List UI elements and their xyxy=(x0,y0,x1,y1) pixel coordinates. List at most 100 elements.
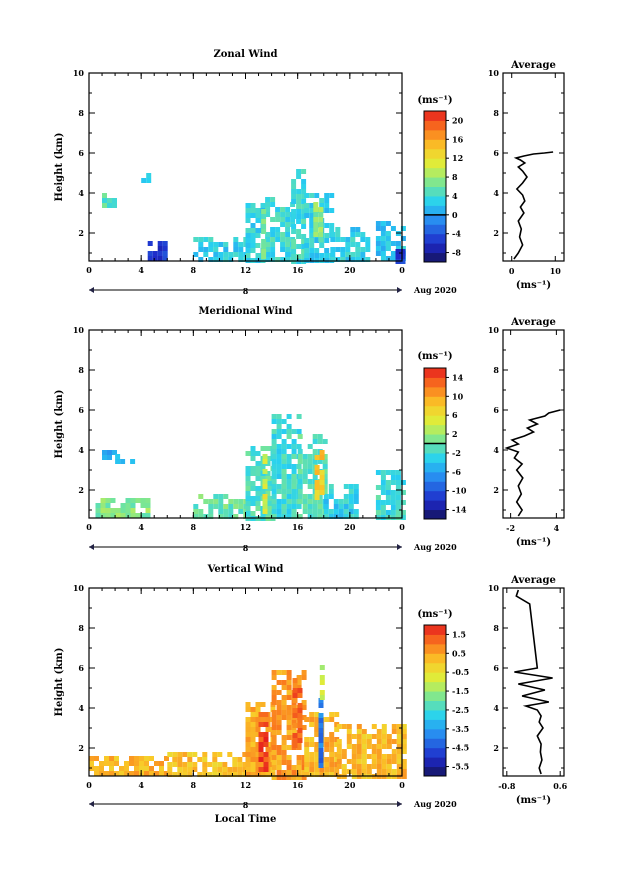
colorbar-segment xyxy=(424,129,446,140)
field-cell xyxy=(286,765,292,770)
field-cell xyxy=(250,737,256,742)
field-cell xyxy=(245,208,251,213)
field-cell xyxy=(255,491,261,496)
field-cell xyxy=(309,193,315,198)
field-cell xyxy=(281,680,287,685)
field-cell xyxy=(356,729,362,734)
field-cell xyxy=(187,752,193,757)
field-cell xyxy=(314,470,320,475)
colorbar-segment xyxy=(424,368,446,378)
field-cell xyxy=(276,730,282,735)
field-cell xyxy=(395,485,401,490)
average-y-tick-label: 10 xyxy=(488,583,500,593)
average-y-tick-label: 8 xyxy=(493,108,499,118)
field-cell xyxy=(95,503,101,508)
colorbar-segment xyxy=(424,462,446,473)
field-cell xyxy=(258,767,264,772)
field-cell xyxy=(366,739,372,744)
field-cell xyxy=(232,772,238,777)
field-cell xyxy=(381,754,387,759)
field-cell xyxy=(396,764,402,769)
field-cell xyxy=(353,499,359,504)
field-cell xyxy=(360,237,366,242)
field-cell xyxy=(301,770,307,775)
field-cell xyxy=(318,763,324,768)
field-cell xyxy=(217,762,223,767)
field-cell xyxy=(390,226,396,231)
field-cell xyxy=(198,509,204,514)
field-cell xyxy=(260,772,266,777)
colorbar-tick-label: -5.5 xyxy=(452,762,469,772)
field-cell xyxy=(314,762,320,767)
field-cell xyxy=(270,772,276,777)
field-cell xyxy=(390,490,396,495)
field-cell xyxy=(348,509,354,514)
field-cell xyxy=(177,757,183,762)
field-cell xyxy=(276,509,282,514)
field-cell xyxy=(250,233,256,238)
field-cell xyxy=(335,247,341,252)
field-cell xyxy=(390,495,396,500)
field-cell xyxy=(134,756,139,761)
field-cell xyxy=(212,772,218,777)
field-cell xyxy=(187,767,193,772)
field-cell xyxy=(309,722,315,727)
colorbar-segment xyxy=(424,148,446,159)
field-cell xyxy=(154,761,159,766)
field-cell xyxy=(309,243,315,248)
field-cell xyxy=(292,723,298,728)
field-cell xyxy=(297,708,303,713)
field-cell xyxy=(281,775,287,780)
field-cell xyxy=(301,700,307,705)
field-cell xyxy=(390,500,396,505)
field-cell xyxy=(361,744,367,749)
field-block xyxy=(271,414,302,519)
field-cell xyxy=(276,469,282,474)
field-cell xyxy=(147,241,153,246)
field-cell xyxy=(296,214,302,219)
field-cell xyxy=(296,194,302,199)
field-cell xyxy=(380,480,386,485)
field-cell xyxy=(198,494,204,499)
field-cell xyxy=(245,722,251,727)
field-cell xyxy=(280,217,286,222)
colorbar-segment xyxy=(424,396,446,407)
field-cell xyxy=(296,199,302,204)
field-cell xyxy=(255,208,261,213)
field-cell xyxy=(276,414,282,419)
field-cell xyxy=(167,752,173,757)
field-cell xyxy=(203,499,209,504)
field-cell xyxy=(276,670,282,675)
field-cell xyxy=(348,514,354,519)
field-cell xyxy=(265,727,271,732)
field-cell xyxy=(245,762,251,767)
field-cell xyxy=(351,759,357,764)
field-cell xyxy=(276,680,282,685)
field-cell xyxy=(343,504,349,509)
field-cell xyxy=(281,464,287,469)
x-tick-label: 4 xyxy=(138,522,144,532)
field-cell xyxy=(401,774,407,779)
field-cell xyxy=(385,231,391,236)
field-cell xyxy=(276,429,282,434)
field-cell xyxy=(245,752,251,757)
field-cell xyxy=(218,514,224,519)
colorbar-tick-label: 6 xyxy=(452,410,458,420)
field-cell xyxy=(317,499,323,504)
field-cell xyxy=(400,236,406,241)
field-cell xyxy=(102,455,107,460)
field-cell xyxy=(271,429,277,434)
field-cell xyxy=(334,742,340,747)
field-cell xyxy=(365,242,371,247)
field-cell xyxy=(275,212,281,217)
field-cell xyxy=(314,238,320,243)
field-cell xyxy=(95,508,101,513)
average-panel: Average 2 4 6 8 10 -0.8 0.6(ms⁻¹) xyxy=(488,575,568,806)
field-cell xyxy=(343,499,349,504)
field-cell xyxy=(291,184,297,189)
field-cell xyxy=(245,491,251,496)
field-cell xyxy=(233,237,239,242)
field-cell xyxy=(147,251,153,256)
field-cell xyxy=(341,749,347,754)
field-cell xyxy=(291,489,297,494)
